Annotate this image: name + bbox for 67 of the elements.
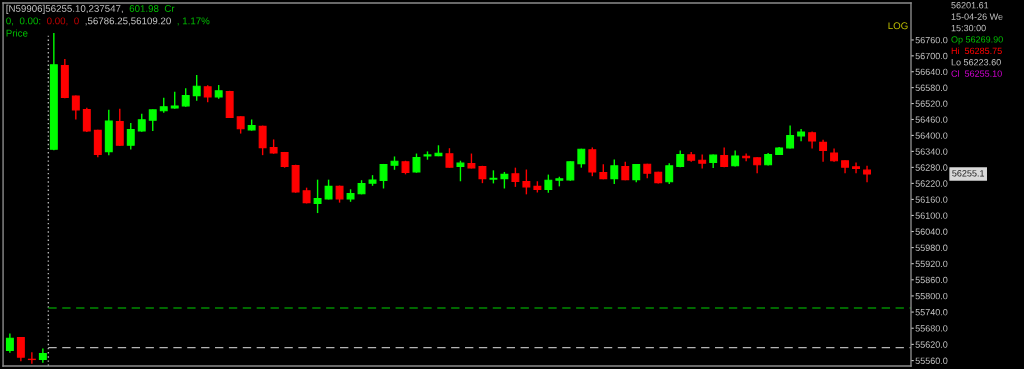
annotation: Price <box>6 29 28 37</box>
candlestick <box>379 163 388 190</box>
text: 56255.1 <box>952 170 985 177</box>
candlestick <box>313 178 322 214</box>
text: Cl 56255.10 <box>951 70 1002 77</box>
text: 15:30:00 <box>951 24 986 32</box>
candlestick <box>93 129 102 158</box>
annotation: , 1.17% <box>177 17 210 26</box>
candlestick <box>192 74 201 102</box>
candlestick <box>71 94 80 121</box>
candlestick <box>665 162 674 185</box>
candlestick <box>412 152 421 174</box>
annotation: [N59906]56255.10,237547, <box>6 4 123 14</box>
candlestick <box>852 161 861 174</box>
annotation: 0, <box>6 17 14 26</box>
candlestick <box>544 173 553 194</box>
text: 56201.61 <box>951 2 989 9</box>
candlestick <box>137 112 146 133</box>
text: Op 56269.90 <box>951 36 1003 45</box>
y-tick-label: 55680.0 <box>915 325 948 332</box>
y-tick-label: 56160.0 <box>915 196 948 203</box>
candlestick <box>610 158 619 185</box>
y-tick-label: 56340.0 <box>915 148 948 155</box>
y-tick-label: 55620.0 <box>915 341 948 348</box>
candlestick <box>126 122 135 151</box>
candlestick <box>588 146 597 177</box>
candlestick <box>16 336 25 362</box>
candlestick <box>511 166 520 188</box>
y-tick-label: 56700.0 <box>915 52 948 60</box>
annotation: 0.00: <box>19 17 41 25</box>
annotation: 0.00, <box>47 17 68 26</box>
candlestick <box>522 168 531 196</box>
text: Lo 56223.60 <box>951 59 1001 66</box>
y-tick-label: 55800.0 <box>915 292 948 300</box>
candlestick <box>324 178 333 201</box>
candlestick <box>786 124 795 150</box>
y-tick-label: 56100.0 <box>915 212 948 219</box>
candlestick <box>445 147 454 169</box>
y-tick-label: 56220.0 <box>915 180 948 187</box>
candlestick <box>819 138 828 163</box>
y-tick-label: 55860.0 <box>915 276 948 284</box>
y-tick-label: 55740.0 <box>915 309 948 316</box>
y-tick-label: 56280.0 <box>915 164 948 171</box>
y-tick-label: 56400.0 <box>915 132 948 139</box>
candlestick <box>258 124 267 156</box>
annotation: 601.98 Cr <box>129 5 175 12</box>
y-tick-label: 56520.0 <box>915 100 948 107</box>
y-tick-label: 55920.0 <box>915 260 948 268</box>
candlestick <box>115 108 124 147</box>
y-tick-label: 56760.0 <box>915 36 948 44</box>
candlestick <box>566 160 575 182</box>
candlestick <box>456 160 465 182</box>
annotation: 0 <box>74 17 79 25</box>
candlestick <box>82 107 91 133</box>
candlestick <box>148 108 157 132</box>
text: 15-04-26 We <box>951 13 1003 20</box>
candlestick <box>181 87 190 108</box>
text: LOG <box>888 22 908 30</box>
y-tick-label: 55980.0 <box>915 244 948 251</box>
y-tick-label: 56580.0 <box>915 84 948 91</box>
y-tick-label: 56640.0 <box>915 68 948 76</box>
y-tick-label: 56040.0 <box>915 228 948 235</box>
annotation: ,56786.25,56109.20 <box>85 17 171 26</box>
text: Hi 56285.75 <box>951 47 1002 55</box>
y-tick-label: 56460.0 <box>915 116 948 123</box>
candlestick <box>5 332 14 354</box>
y-tick-label: 55560.0 <box>915 357 948 364</box>
